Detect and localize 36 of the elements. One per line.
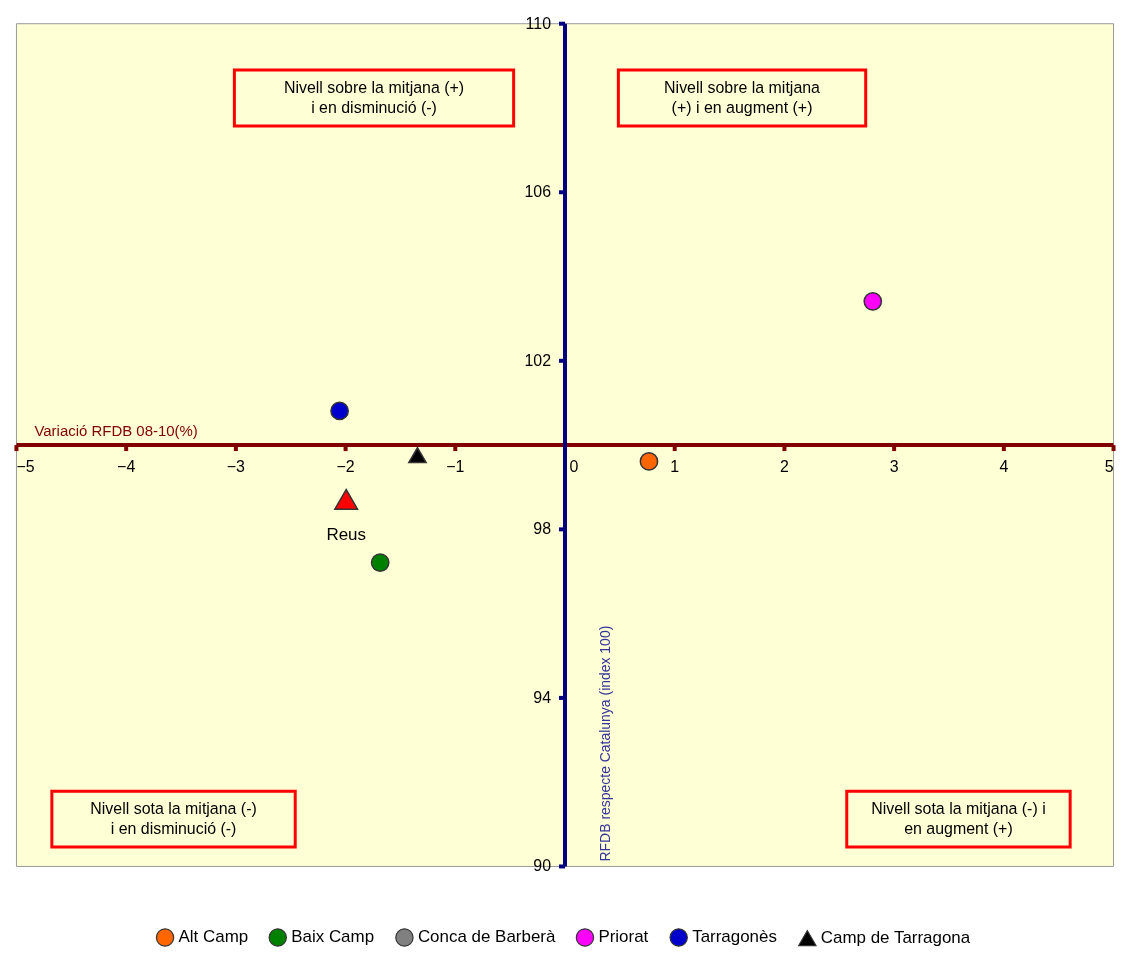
legend-label: Alt Camp xyxy=(178,927,249,947)
point xyxy=(408,446,427,464)
x-tick-label: 1 xyxy=(670,458,680,476)
annotation: Nivell sobre la mitjana (+) i en augment (+) xyxy=(664,79,821,116)
legend-label: Tarragonès xyxy=(692,927,777,947)
point xyxy=(334,488,359,510)
y-tick-label: 94 xyxy=(533,688,552,706)
y-tick-label: 90 xyxy=(533,857,552,875)
x-tick-label: 4 xyxy=(999,458,1009,476)
point xyxy=(370,553,390,572)
x-tick-label: −2 xyxy=(336,458,355,476)
x-tick-label: −5 xyxy=(16,458,35,476)
x-axis-title: Variació RFDB 08-10(%) xyxy=(34,422,198,440)
point xyxy=(330,401,349,421)
annotation: Reus xyxy=(326,525,366,545)
legend-label: Priorat xyxy=(598,927,649,947)
x-tick-label: 3 xyxy=(889,458,899,476)
x-tick-label: −4 xyxy=(117,458,136,476)
legend-label: Camp de Tarragona xyxy=(820,928,971,948)
annotation: Nivell sota la mitjana (-) i en augment (+) xyxy=(871,800,1046,838)
point xyxy=(639,452,659,471)
legend-label: Conca de Barberà xyxy=(417,927,556,947)
y-tick-label: 102 xyxy=(524,351,552,369)
x-tick-label: −3 xyxy=(226,458,246,476)
x-tick-label: 5 xyxy=(1104,458,1114,476)
x-tick-label: 0 xyxy=(569,458,579,476)
y-axis-title: RFDB respecte Catalunya (index 100) xyxy=(596,625,613,862)
point xyxy=(863,291,883,311)
annotation: Nivell sobre la mitjana (+) i en disminució (-) xyxy=(283,79,465,116)
x-tick-label: −1 xyxy=(446,458,465,476)
y-tick-label: 110 xyxy=(525,14,552,32)
y-tick-label: 98 xyxy=(533,520,552,538)
y-tick-label: 106 xyxy=(524,183,552,201)
legend-label: Baix Camp xyxy=(291,927,375,947)
annotation: Nivell sota la mitjana (-) i en disminució (-) xyxy=(90,800,257,838)
x-tick-label: 2 xyxy=(779,458,789,476)
